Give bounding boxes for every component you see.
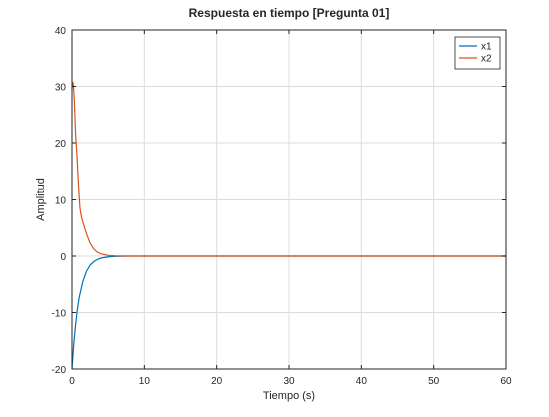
x-tick-label: 30 [283, 376, 295, 387]
y-tick-label: -20 [52, 365, 67, 376]
y-tick-label: -10 [52, 309, 67, 320]
x-tick-label: 60 [500, 376, 512, 387]
y-tick-label: 20 [55, 139, 67, 150]
chart-title: Respuesta en tiempo [Pregunta 01] [189, 6, 390, 20]
y-tick-label: 0 [60, 252, 66, 263]
x-tick-label: 40 [356, 376, 368, 387]
x-axis-label: Tiempo (s) [263, 390, 315, 402]
ticks: 0 10 20 30 40 50 60 -20 -10 0 10 20 30 40 [52, 26, 512, 387]
grid [71, 29, 507, 370]
x-tick-label: 50 [428, 376, 440, 387]
y-tick-label: 30 [55, 83, 67, 94]
y-tick-label: 40 [55, 26, 67, 37]
series-line-x2 [71, 81, 506, 257]
legend-label-x2: x2 [481, 54, 492, 65]
series-layer [71, 81, 506, 370]
x-tick-label: 10 [139, 376, 151, 387]
x-tick-label: 0 [69, 376, 75, 387]
y-axis-label: Amplitud [35, 178, 47, 221]
x-tick-label: 20 [211, 376, 223, 387]
legend-box [454, 36, 501, 70]
legend-label-x1: x1 [481, 42, 492, 53]
y-tick-label: 10 [55, 196, 67, 207]
